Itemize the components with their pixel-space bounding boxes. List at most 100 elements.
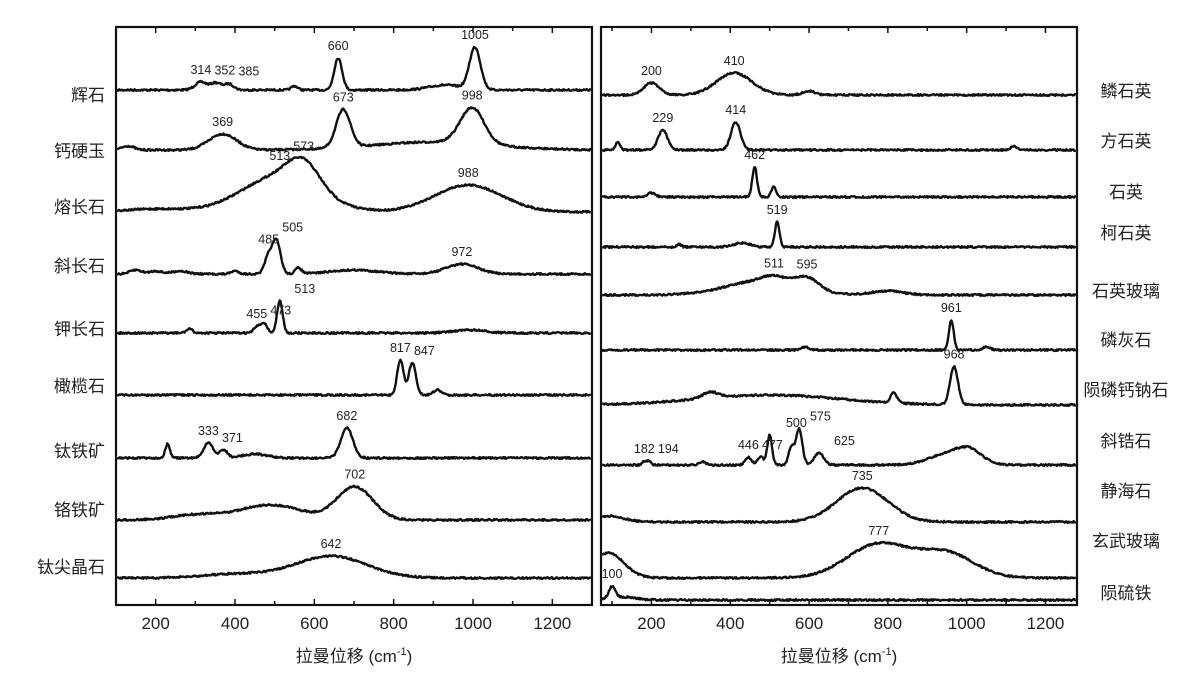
x-axis-label: 拉曼位移 (cm-1) xyxy=(296,646,413,666)
x-tick-label: 800 xyxy=(874,614,902,633)
peak-label: 513 xyxy=(294,282,315,296)
series-name: 铬铁矿 xyxy=(54,501,105,520)
peak-label: 1005 xyxy=(461,28,489,42)
peak-label: 229 xyxy=(652,111,673,125)
peak-label: 519 xyxy=(767,203,788,217)
spectrum-line-8 xyxy=(601,486,1077,525)
spectrum-line-0 xyxy=(116,45,592,93)
plot-frame xyxy=(599,25,1079,607)
peak-label: 369 xyxy=(212,115,233,129)
x-tick-label: 800 xyxy=(379,614,407,633)
peak-label: 352 xyxy=(214,64,235,78)
series-name: 熔长石 xyxy=(54,198,105,217)
series-name: 玄武玻璃 xyxy=(1092,532,1160,551)
peak-label: 673 xyxy=(333,90,354,104)
series-name: 柯石英 xyxy=(1101,224,1152,243)
x-tick-label: 200 xyxy=(141,614,169,633)
spectrum-line-5 xyxy=(116,358,592,398)
peak-label: 477 xyxy=(762,438,783,452)
spectrum-line-7 xyxy=(116,484,592,523)
peak-label: 817 xyxy=(390,341,411,355)
peak-label: 968 xyxy=(944,348,965,362)
spectrum-line-3 xyxy=(116,237,592,277)
peak-label: 485 xyxy=(258,233,279,247)
series-name: 钙硬玉 xyxy=(54,142,105,161)
plot-frame xyxy=(114,25,594,607)
spectrum-line-5 xyxy=(601,319,1077,353)
x-tick-label: 600 xyxy=(795,614,823,633)
series-name: 陨硫铁 xyxy=(1101,584,1152,603)
spectrum-line-9 xyxy=(601,540,1077,581)
peak-label: 847 xyxy=(414,344,435,358)
x-tick-label: 200 xyxy=(637,614,665,633)
peak-label: 100 xyxy=(602,567,623,581)
spectrum-line-1 xyxy=(601,121,1077,153)
spectrum-line-0 xyxy=(601,70,1077,98)
peak-label: 595 xyxy=(797,258,818,272)
peak-label: 988 xyxy=(458,166,479,180)
x-tick-label: 1200 xyxy=(1027,614,1065,633)
peak-label: 998 xyxy=(462,89,483,103)
spectrum-line-4 xyxy=(601,273,1077,298)
x-tick-label: 1000 xyxy=(454,614,492,633)
x-tick-label: 1200 xyxy=(533,614,571,633)
peak-label: 702 xyxy=(344,468,365,482)
series-name: 辉石 xyxy=(71,86,105,105)
peak-label: 194 xyxy=(658,442,679,456)
peak-label: 462 xyxy=(744,148,765,162)
peak-label: 200 xyxy=(641,64,662,78)
spectrum-line-4 xyxy=(116,299,592,336)
series-name: 钛铁矿 xyxy=(54,442,105,461)
x-tick-label: 600 xyxy=(300,614,328,633)
peak-label: 660 xyxy=(328,39,349,53)
series-name: 斜长石 xyxy=(54,257,105,276)
spectrum-line-3 xyxy=(601,220,1077,250)
series-name: 陨磷钙钠石 xyxy=(1084,381,1169,400)
peak-label: 446 xyxy=(738,438,759,452)
series-name: 鳞石英 xyxy=(1101,82,1152,101)
peak-label: 575 xyxy=(810,410,831,424)
peak-label: 735 xyxy=(852,469,873,483)
series-name: 静海石 xyxy=(1101,482,1152,501)
peak-label: 314 xyxy=(190,63,211,77)
peak-label: 573 xyxy=(293,140,314,154)
peak-label: 682 xyxy=(336,409,357,423)
series-name: 磷灰石 xyxy=(1101,331,1152,350)
peak-label: 777 xyxy=(868,524,889,538)
peak-label: 511 xyxy=(764,257,784,271)
x-tick-label: 400 xyxy=(221,614,249,633)
right-panel: 200 400 600 800 1000 1200 拉曼位移 (cm-1) 200 410 鳞石英… xyxy=(599,25,1169,666)
peak-label: 505 xyxy=(282,221,303,235)
peak-label: 500 xyxy=(786,416,807,430)
spectrum-line-8 xyxy=(116,554,592,581)
peak-label: 333 xyxy=(198,424,219,438)
peak-label: 385 xyxy=(238,65,259,79)
peak-label: 625 xyxy=(834,434,855,448)
x-axis-label: 拉曼位移 (cm-1) xyxy=(781,646,898,666)
peak-label: 513 xyxy=(269,149,290,163)
peak-label: 410 xyxy=(724,54,745,68)
x-tick-label: 400 xyxy=(716,614,744,633)
peak-label: 371 xyxy=(222,431,243,445)
series-name: 钾长石 xyxy=(54,320,105,339)
spectrum-line-10 xyxy=(601,585,1077,603)
spectrum-line-7 xyxy=(601,426,1077,468)
spectrum-line-6 xyxy=(601,364,1077,408)
series-name: 方石英 xyxy=(1101,132,1152,151)
left-panel: 200 400 600 800 1000 1200 拉曼位移 (cm-1) 314 352 385… xyxy=(37,25,594,666)
peak-label: 642 xyxy=(321,537,342,551)
x-tick-label: 1000 xyxy=(948,614,986,633)
series-name: 橄榄石 xyxy=(54,377,105,396)
peak-label: 961 xyxy=(941,301,962,315)
spectrum-line-2 xyxy=(601,166,1077,200)
peak-label: 473 xyxy=(270,304,291,318)
series-name: 钛尖晶石 xyxy=(37,558,105,577)
peak-label: 182 xyxy=(634,442,655,456)
series-name: 石英 xyxy=(1109,183,1143,202)
spectrum-line-1 xyxy=(116,106,592,153)
spectrum-line-6 xyxy=(116,426,592,461)
spectrum-line-2 xyxy=(116,155,592,214)
peak-label: 972 xyxy=(451,245,472,259)
series-name: 石英玻璃 xyxy=(1092,282,1160,301)
